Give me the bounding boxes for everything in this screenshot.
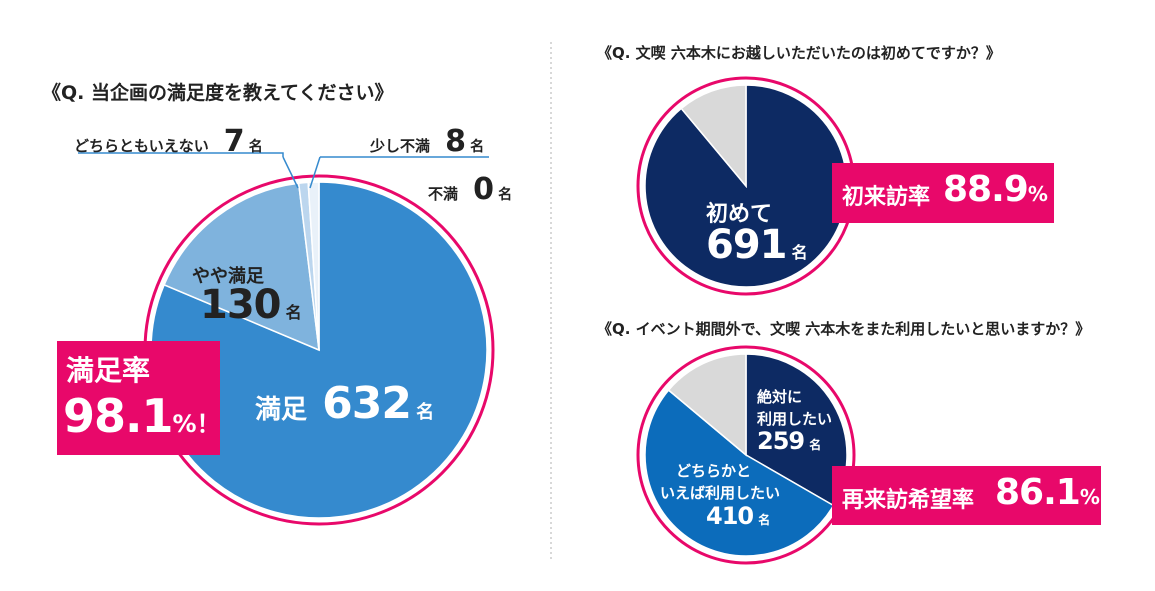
- manzoku-group: 満足 632 名: [255, 378, 434, 429]
- dochira-label: どちらともいえない 7 名: [74, 124, 263, 159]
- dochira-text: どちらともいえない: [74, 137, 209, 155]
- slice-yaya-manzoku: [163, 182, 320, 352]
- zettai-line1: 絶対に: [757, 388, 803, 406]
- fuman-unit: 名: [498, 187, 513, 203]
- slice-repeat: [680, 84, 747, 189]
- yaya-value-group: 130 名: [200, 282, 302, 328]
- yaya-text: やや満足: [192, 266, 264, 287]
- satisfaction-rate-badge: 満足率 98.1%！: [57, 341, 221, 455]
- first-visit-rate-suffix: %: [1027, 182, 1048, 206]
- manzoku-value: 632: [322, 378, 412, 429]
- revisit-rate-suffix: %: [1079, 485, 1100, 509]
- revisit-rate-value: 86.1: [995, 472, 1081, 513]
- chart2-title: 《Q. 文喫 六本木にお越しいただいたのは初めてですか？》: [597, 44, 1001, 62]
- dochirakato-line1: どちらかと: [676, 462, 752, 480]
- dochira-value: 7: [223, 124, 245, 159]
- sukoshi-text: 少し不満: [370, 137, 431, 155]
- first-unit: 名: [791, 243, 808, 262]
- first-visit-rate-badge: 初来訪率 88.9%: [832, 163, 1054, 223]
- dochira-unit: 名: [248, 139, 263, 155]
- leader-line-dochira-tip: [282, 156, 299, 189]
- manzoku-unit: 名: [416, 402, 435, 423]
- fuman-text: 不満: [428, 185, 459, 203]
- chart1-title: 《Q. 当企画の満足度を教えてください》: [42, 82, 394, 104]
- sukoshi-value: 8: [445, 124, 466, 159]
- first-visit-rate-value-group: 88.9%: [943, 169, 1048, 210]
- satisfaction-rate-label: 満足率: [66, 354, 151, 387]
- fuman-value: 0: [473, 172, 494, 207]
- revisit-rate-value-group: 86.1%: [995, 472, 1100, 513]
- satisfaction-rate-value: 98.1: [63, 389, 173, 443]
- satisfaction-rate-suffix: %！: [172, 410, 221, 438]
- dochirakato-value-group: 410 名: [706, 502, 770, 530]
- yaya-value: 130: [200, 282, 281, 328]
- slice-dochirakato: [644, 389, 835, 557]
- first-visit-pie: [636, 76, 856, 296]
- first-text: 初めて: [706, 202, 773, 227]
- first-value: 691: [706, 222, 787, 268]
- first-visit-rate-label: 初来訪率: [842, 185, 931, 210]
- first-value-group: 691 名: [706, 222, 808, 268]
- chart3-title: 《Q. イベント期間外で、文喫 六本木をまた利用したいと思いますか？》: [597, 320, 1091, 338]
- satisfaction-pie: [143, 174, 495, 526]
- zettai-line2: 利用したい: [757, 410, 833, 428]
- dochirakato-line2: いえば利用したい: [660, 484, 781, 502]
- slice-other: [667, 353, 747, 457]
- leader-line-dochira: [78, 152, 284, 157]
- dochirakato-value: 410: [706, 502, 754, 530]
- revisit-rate-badge: 再来訪希望率 86.1%: [832, 466, 1101, 525]
- satisfaction-rate-value-group: 98.1%！: [63, 389, 221, 443]
- slice-sukoshi-fuman: [307, 181, 320, 351]
- manzoku-text: 満足: [255, 395, 308, 425]
- sukoshi-label: 少し不満 8 名: [370, 124, 484, 159]
- sukoshi-unit: 名: [470, 139, 485, 155]
- first-visit-rate-value: 88.9: [943, 169, 1029, 210]
- revisit-pie: [636, 345, 856, 565]
- zettai-value: 259: [757, 427, 805, 455]
- fuman-label: 不満 0 名: [428, 172, 512, 207]
- leader-line-sukoshi-tip: [309, 156, 321, 189]
- dochirakato-unit: 名: [758, 513, 771, 527]
- zettai-unit: 名: [809, 438, 822, 452]
- revisit-rate-label: 再来訪希望率: [842, 488, 975, 513]
- yaya-unit: 名: [285, 303, 302, 322]
- zettai-value-group: 259 名: [757, 427, 821, 455]
